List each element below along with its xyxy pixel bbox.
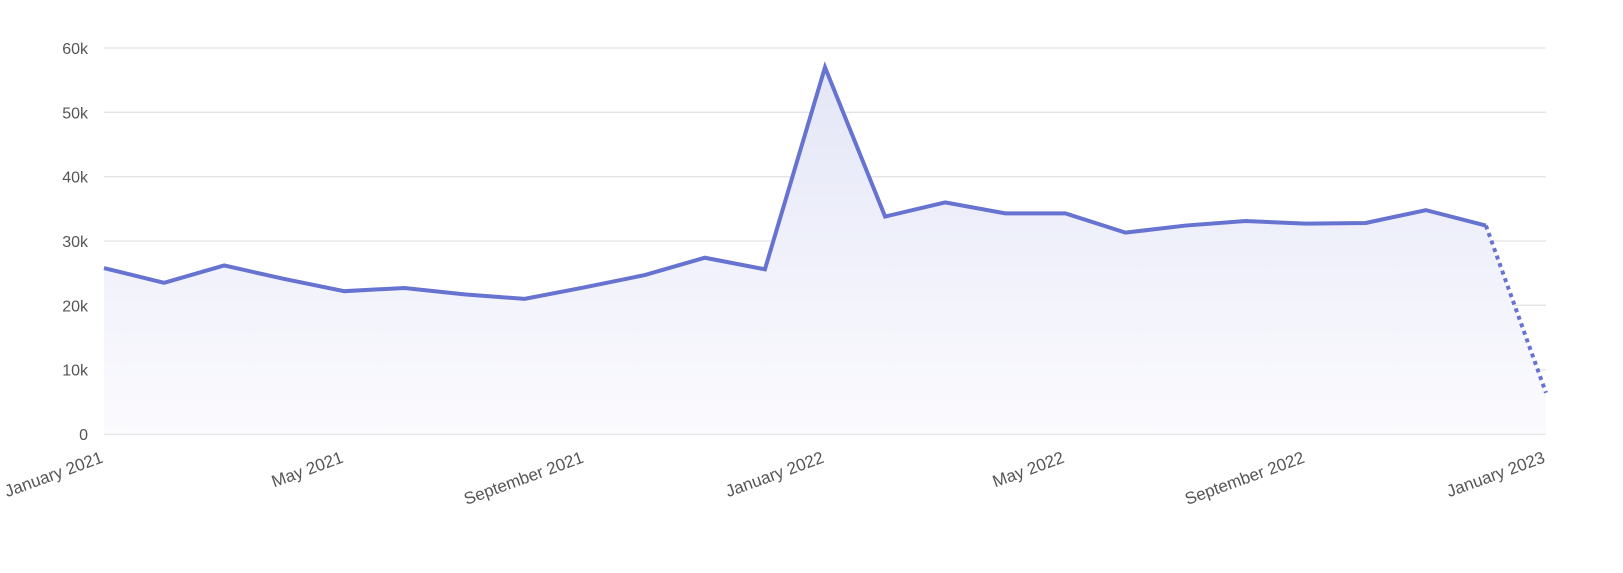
data-point[interactable] [282,277,286,281]
data-point[interactable] [703,256,707,260]
x-tick-label: September 2021 [461,448,586,509]
data-point[interactable] [883,215,887,219]
data-point[interactable] [342,289,346,293]
x-tick-label: January 2021 [2,448,105,501]
data-point[interactable] [1123,231,1127,235]
data-point[interactable] [583,285,587,289]
data-point[interactable] [1424,208,1428,212]
data-point[interactable] [1063,211,1067,215]
x-tick-label: January 2023 [1444,448,1547,501]
y-tick-label: 40k [62,170,89,187]
data-point[interactable] [763,267,767,271]
data-point[interactable] [943,200,947,204]
y-tick-label: 30k [62,234,89,251]
x-tick-label: September 2022 [1182,448,1307,509]
x-axis: January 2021 May 2021 September 2021 Januar… [2,448,1547,509]
series-line-solid [103,61,1487,301]
y-axis: 0 10k 20k 30k 40k 50k 60k [62,41,89,444]
data-point[interactable] [1184,224,1188,228]
data-point[interactable] [463,292,467,296]
data-point[interactable] [823,65,827,69]
data-point[interactable] [162,281,166,285]
data-point[interactable] [102,266,106,270]
series-line-partial [1484,224,1548,394]
series-area [104,67,1546,435]
data-point[interactable] [1544,391,1548,395]
data-point[interactable] [1304,222,1308,226]
y-tick-label: 50k [62,105,89,122]
x-tick-label: January 2022 [723,448,826,501]
data-point[interactable] [523,297,527,301]
data-point[interactable] [1484,224,1488,228]
data-point[interactable] [1364,221,1368,225]
x-tick-label: May 2022 [990,448,1067,491]
data-point[interactable] [1003,211,1007,215]
data-point[interactable] [643,273,647,277]
y-tick-label: 0 [79,427,88,444]
x-tick-label: May 2021 [269,448,346,491]
y-tick-label: 60k [62,41,89,58]
data-point[interactable] [1244,219,1248,223]
y-tick-label: 10k [62,363,89,380]
data-point[interactable] [222,263,226,267]
area-fill [104,67,1546,435]
data-point[interactable] [402,286,406,290]
y-tick-label: 20k [62,298,89,315]
series-line [102,61,1548,395]
